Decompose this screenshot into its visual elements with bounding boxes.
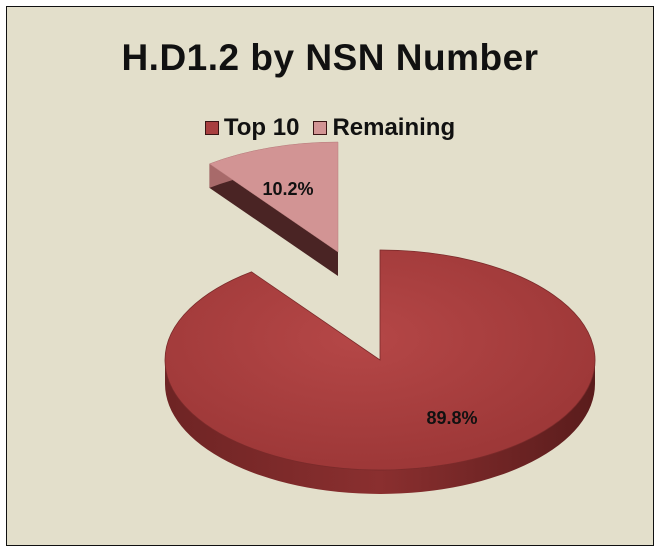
data-label-remaining: 10.2% <box>262 179 313 199</box>
chart-title: H.D1.2 by NSN Number <box>121 37 539 78</box>
legend-swatch-remaining <box>313 121 328 135</box>
legend-item-remaining: Remaining <box>313 114 455 142</box>
legend-swatch-top-10 <box>204 121 219 135</box>
slice-top-10-rim <box>165 360 595 494</box>
data-label-top-10: 89.8% <box>426 408 477 428</box>
legend-item-top-10: Top 10 <box>204 114 300 142</box>
legend-label-remaining: Remaining <box>332 114 456 141</box>
slice-remaining-side <box>209 163 338 276</box>
chart-legend: Top 10 Remaining <box>7 114 653 142</box>
slice-remaining <box>208 141 339 253</box>
slice-top-10 <box>164 249 596 471</box>
legend-label-top-10: Top 10 <box>223 114 300 141</box>
